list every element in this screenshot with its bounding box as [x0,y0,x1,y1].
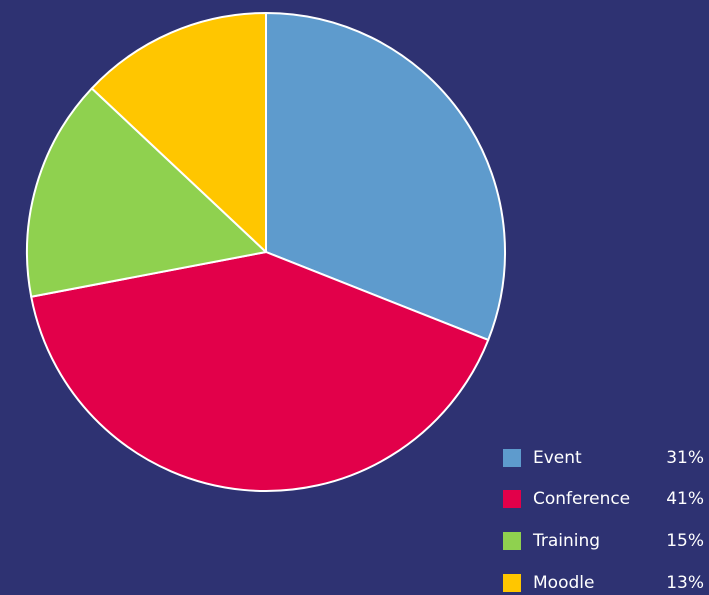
pie-slice [30,251,490,492]
legend-value: 13% [666,573,704,593]
pie-slice [26,87,267,298]
legend-label: Moodle [533,573,594,593]
legend-swatch [503,449,521,467]
legend-swatch [503,532,521,550]
legend-label: Conference [533,489,630,509]
legend-label: Event [533,448,582,468]
legend-value: 15% [666,531,704,551]
pie-slice [265,12,506,341]
legend-value: 31% [666,448,704,468]
pie-slice [90,12,267,253]
legend-label: Training [532,531,600,551]
legend-swatch [503,574,521,592]
legend-value: 41% [666,489,704,509]
legend-swatch [503,490,521,508]
